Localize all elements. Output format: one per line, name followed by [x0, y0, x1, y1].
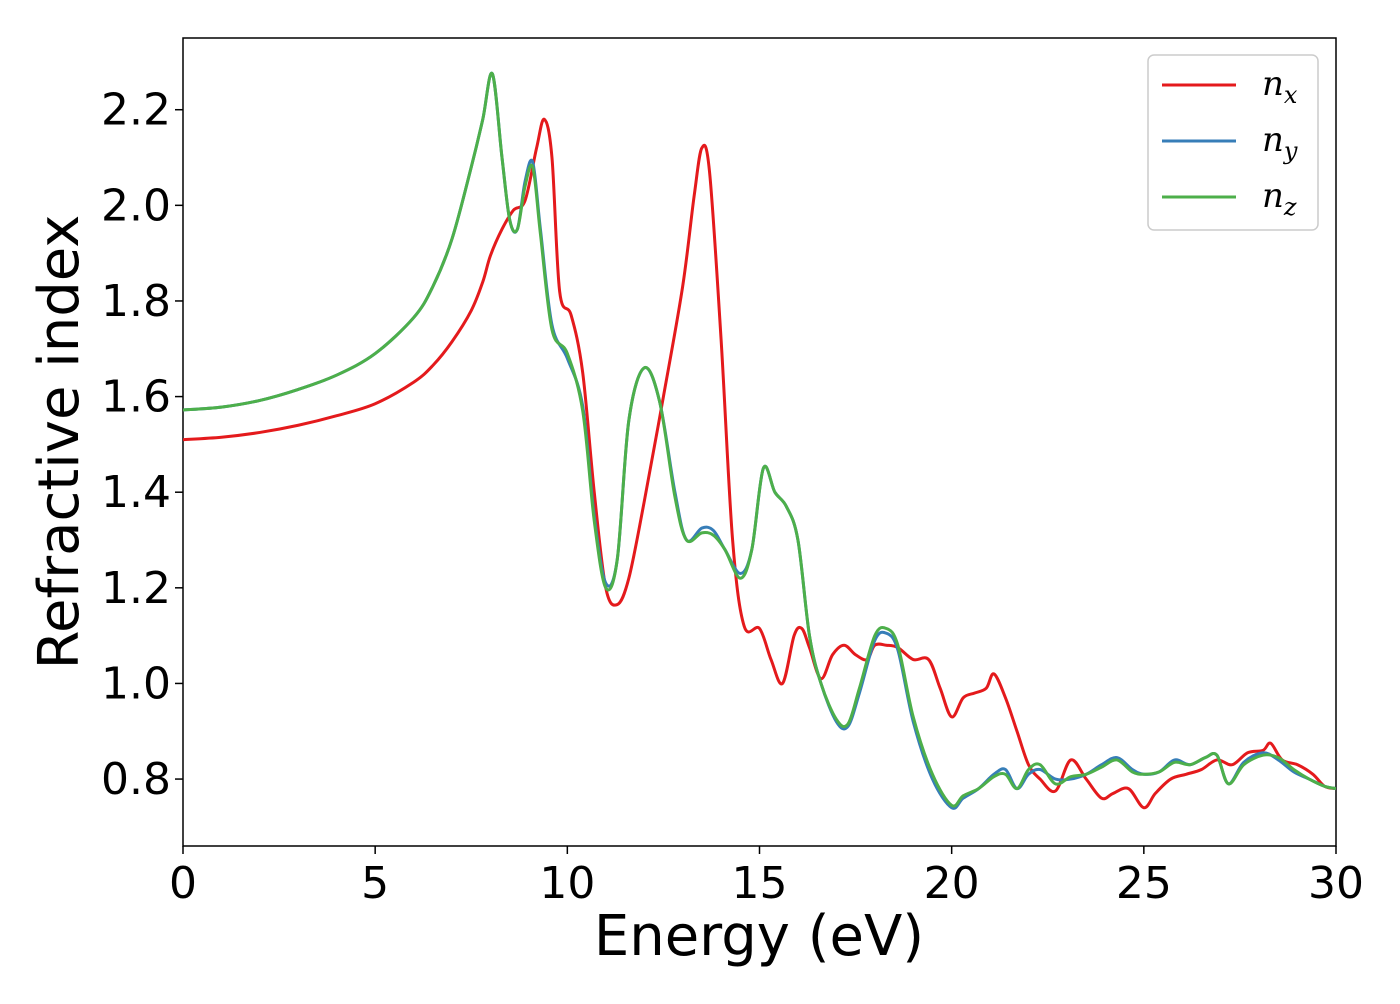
y-tick-label: 0.8: [101, 754, 171, 805]
y-tick-label: 2.0: [101, 180, 171, 231]
series-line-nz: [183, 71, 1336, 808]
legend-label-ny: ny: [1262, 120, 1298, 165]
x-tick-label: 25: [1116, 858, 1172, 909]
series-layer: [183, 71, 1336, 810]
y-tick-label: 1.8: [101, 276, 171, 327]
y-tick-label: 1.6: [101, 372, 171, 423]
x-tick-label: 20: [924, 858, 980, 909]
legend-label-nx: nx: [1262, 64, 1298, 109]
legend: nx ny nz: [1147, 54, 1319, 231]
x-tick-label: 30: [1308, 858, 1364, 909]
x-tick-label: 5: [361, 858, 389, 909]
y-axis-ticks: 0.8 1.0 1.2 1.4 1.6 1.8 2.0 2.2: [101, 85, 183, 805]
x-tick-label: 10: [539, 858, 595, 909]
x-axis-ticks: 0 5 10 15 20 25 30: [169, 846, 1364, 909]
legend-label-nz: nz: [1262, 176, 1297, 221]
y-tick-label: 1.0: [101, 658, 171, 709]
y-axis-label: Refractive index: [27, 215, 92, 670]
x-axis-label: Energy (eV): [594, 904, 924, 969]
y-tick-label: 1.4: [101, 467, 171, 518]
y-tick-label: 1.2: [101, 563, 171, 614]
series-line-nx: [183, 117, 1336, 810]
x-tick-label: 0: [169, 858, 197, 909]
y-tick-label: 2.2: [101, 85, 171, 136]
x-tick-label: 15: [732, 858, 788, 909]
